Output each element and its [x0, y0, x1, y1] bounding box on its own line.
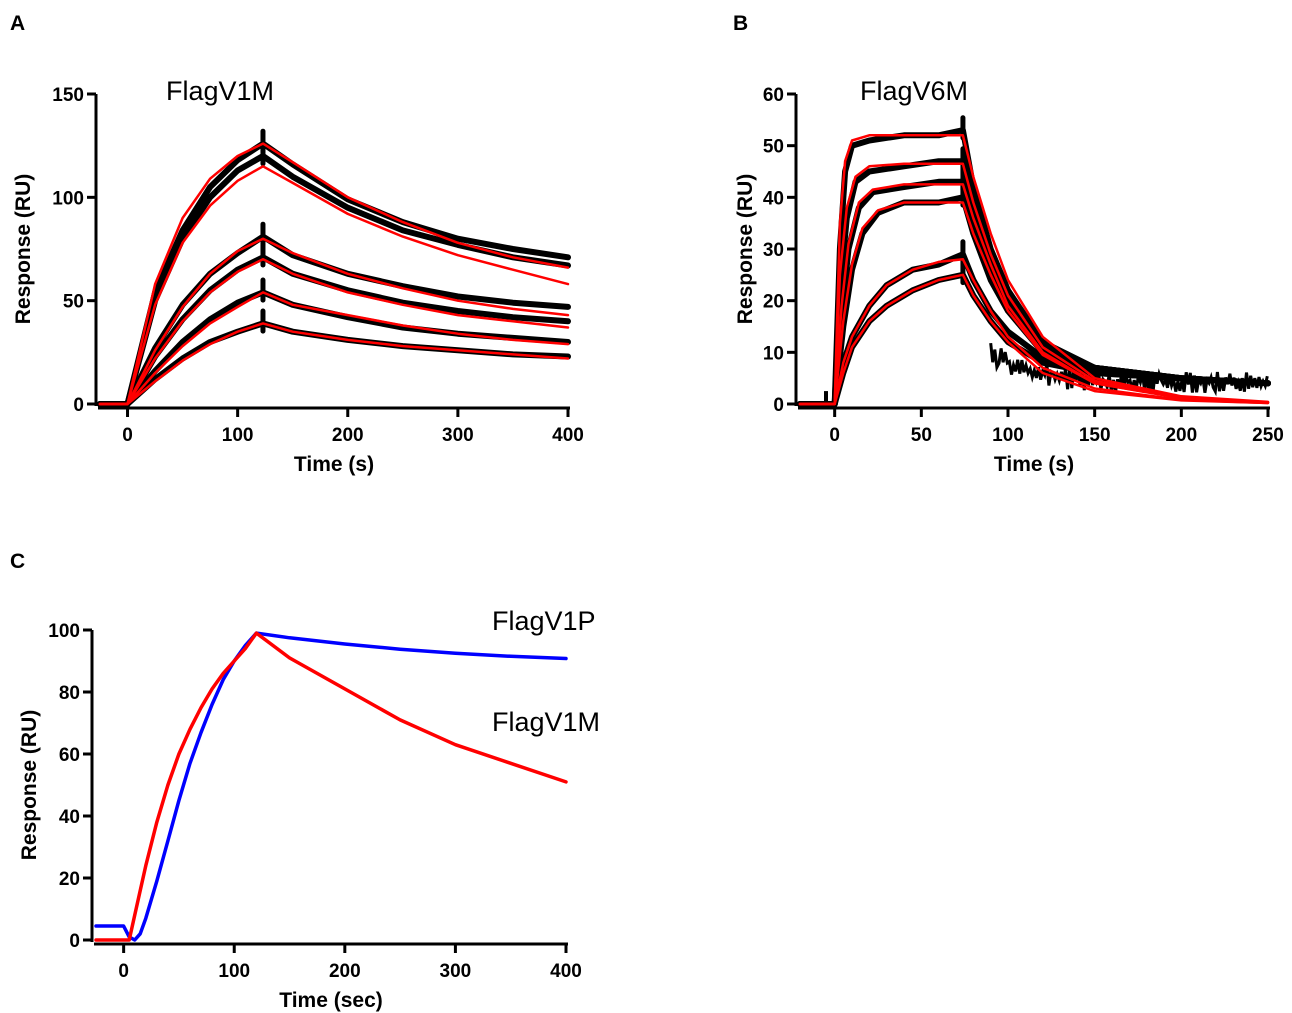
x-tick-label: 300 — [440, 961, 472, 982]
panel-label-b: B — [733, 12, 748, 35]
series-label-flagv1p: FlagV1P — [492, 606, 596, 636]
y-tick-label: 100 — [48, 621, 80, 642]
fit-curve — [798, 258, 1270, 406]
y-tick-label: 20 — [763, 292, 784, 313]
y-tick-label: 50 — [763, 137, 784, 158]
y-tick-label: 10 — [763, 343, 784, 364]
chart-panel-b: 0 10 20 30 40 50 60 0 50 100 150 200 250 Time (s) Resp… — [734, 76, 1284, 476]
fit-curve — [798, 162, 1270, 406]
fit-curve — [798, 134, 1270, 406]
y-tick-label: 0 — [73, 395, 84, 416]
chart-panel-c: 0 20 40 60 80 100 0 100 200 300 400 Time (sec) Respo… — [18, 606, 600, 1012]
fit-curve — [98, 165, 570, 406]
y-tick-label: 60 — [59, 745, 80, 766]
x-tick-label: 250 — [1252, 425, 1284, 446]
x-axis-label: Time (s) — [294, 453, 374, 476]
data-trace — [97, 289, 571, 407]
x-tick-label: 0 — [122, 425, 133, 446]
y-tick-label: 80 — [59, 683, 80, 704]
x-tick-label: 200 — [329, 961, 361, 982]
x-tick-label: 50 — [911, 425, 932, 446]
series-label-flagv1m: FlagV1M — [492, 707, 600, 737]
x-tick-label: 400 — [550, 961, 582, 982]
y-tick-label: 60 — [763, 85, 784, 106]
y-tick-label: 0 — [69, 931, 80, 952]
fit-curve — [798, 201, 1270, 406]
fit-curve — [98, 237, 570, 406]
x-tick-label: 150 — [1079, 425, 1111, 446]
chart-panel-a: 0 50 100 150 0 100 200 300 400 Time (s) Response (… — [12, 76, 584, 476]
y-tick-label: 40 — [59, 807, 80, 828]
x-tick-label: 200 — [332, 425, 364, 446]
x-tick-label: 300 — [442, 425, 474, 446]
y-tick-label: 50 — [63, 292, 84, 313]
fit-curve — [98, 291, 570, 406]
fit-curve — [798, 273, 1270, 406]
chart-title: FlagV1M — [166, 76, 274, 106]
x-axis-label: Time (s) — [994, 453, 1074, 476]
y-tick-label: 30 — [763, 240, 784, 261]
panel-label-c: C — [10, 550, 25, 573]
series-line-flagv1p — [94, 631, 568, 942]
y-axis-label: Response (RU) — [12, 174, 35, 325]
fit-curve — [98, 142, 570, 406]
y-tick-label: 0 — [773, 395, 784, 416]
y-axis-label: Response (RU) — [734, 174, 757, 325]
x-tick-label: 0 — [118, 961, 129, 982]
x-axis-label: Time (sec) — [279, 989, 383, 1012]
fit-curve — [98, 322, 570, 406]
noise-tail — [989, 342, 1269, 397]
data-trace — [97, 254, 571, 407]
x-tick-label: 100 — [992, 425, 1024, 446]
y-tick-label: 150 — [52, 85, 84, 106]
y-tick-label: 40 — [763, 188, 784, 209]
x-tick-label: 100 — [218, 961, 250, 982]
y-tick-label: 100 — [52, 188, 84, 209]
chart-title: FlagV6M — [860, 76, 968, 106]
x-tick-label: 100 — [222, 425, 254, 446]
y-tick-label: 20 — [59, 869, 80, 890]
x-tick-label: 400 — [552, 425, 584, 446]
fit-curve — [98, 258, 570, 406]
x-tick-label: 200 — [1165, 425, 1197, 446]
panel-label-a: A — [10, 12, 25, 35]
x-tick-label: 0 — [829, 425, 840, 446]
series-line-flagv1m — [94, 631, 568, 942]
y-axis-label: Response (RU) — [18, 710, 41, 861]
